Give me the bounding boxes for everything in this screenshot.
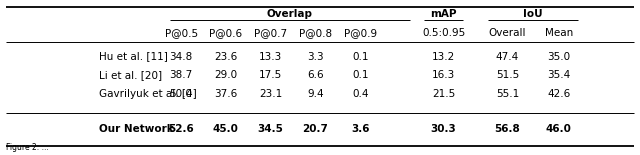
Text: Hu et al. [11]: Hu et al. [11] bbox=[99, 52, 168, 62]
Text: 29.0: 29.0 bbox=[214, 70, 237, 80]
Text: 0.1: 0.1 bbox=[352, 52, 369, 62]
Text: Overlap: Overlap bbox=[267, 9, 313, 19]
Text: 16.3: 16.3 bbox=[432, 70, 455, 80]
Text: 35.0: 35.0 bbox=[547, 52, 570, 62]
Text: 13.3: 13.3 bbox=[259, 52, 282, 62]
Text: 37.6: 37.6 bbox=[214, 89, 237, 99]
Text: 30.3: 30.3 bbox=[431, 124, 456, 134]
Text: P@0.9: P@0.9 bbox=[344, 28, 377, 38]
Text: 50.0: 50.0 bbox=[170, 89, 193, 99]
Text: 20.7: 20.7 bbox=[303, 124, 328, 134]
Text: Mean: Mean bbox=[545, 28, 573, 38]
Text: 46.0: 46.0 bbox=[546, 124, 572, 134]
Text: Overall: Overall bbox=[489, 28, 526, 38]
Text: Li et al. [20]: Li et al. [20] bbox=[99, 70, 163, 80]
Text: 0.1: 0.1 bbox=[352, 70, 369, 80]
Text: 45.0: 45.0 bbox=[213, 124, 239, 134]
Text: 6.6: 6.6 bbox=[307, 70, 324, 80]
Text: 51.5: 51.5 bbox=[496, 70, 519, 80]
Text: Gavrilyuk et al. [4]: Gavrilyuk et al. [4] bbox=[99, 89, 197, 99]
Text: IoU: IoU bbox=[524, 9, 543, 19]
Text: 13.2: 13.2 bbox=[432, 52, 455, 62]
Text: Figure 2: ...: Figure 2: ... bbox=[6, 143, 49, 152]
Text: P@0.6: P@0.6 bbox=[209, 28, 243, 38]
Text: P@0.8: P@0.8 bbox=[299, 28, 332, 38]
Text: P@0.5: P@0.5 bbox=[164, 28, 198, 38]
Text: 34.8: 34.8 bbox=[170, 52, 193, 62]
Text: 55.1: 55.1 bbox=[496, 89, 519, 99]
Text: 42.6: 42.6 bbox=[547, 89, 570, 99]
Text: 38.7: 38.7 bbox=[170, 70, 193, 80]
Text: Our Network: Our Network bbox=[99, 124, 174, 134]
Text: P@0.7: P@0.7 bbox=[254, 28, 287, 38]
Text: mAP: mAP bbox=[430, 9, 457, 19]
Text: 52.6: 52.6 bbox=[168, 124, 194, 134]
Text: 47.4: 47.4 bbox=[496, 52, 519, 62]
Text: 34.5: 34.5 bbox=[258, 124, 284, 134]
Text: 0.4: 0.4 bbox=[352, 89, 369, 99]
Text: 23.1: 23.1 bbox=[259, 89, 282, 99]
Text: 17.5: 17.5 bbox=[259, 70, 282, 80]
Text: 3.3: 3.3 bbox=[307, 52, 324, 62]
Text: 56.8: 56.8 bbox=[495, 124, 520, 134]
Text: 3.6: 3.6 bbox=[351, 124, 369, 134]
Text: 0.5:0.95: 0.5:0.95 bbox=[422, 28, 465, 38]
Text: 21.5: 21.5 bbox=[432, 89, 455, 99]
Text: 35.4: 35.4 bbox=[547, 70, 570, 80]
Text: 23.6: 23.6 bbox=[214, 52, 237, 62]
Text: 9.4: 9.4 bbox=[307, 89, 324, 99]
